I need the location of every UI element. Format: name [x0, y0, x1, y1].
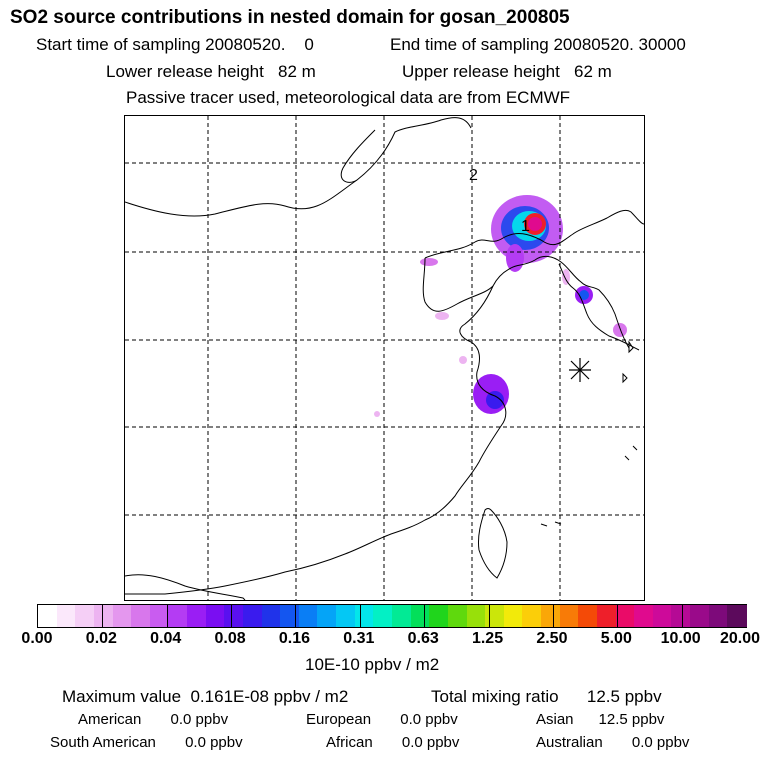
colorbar-tick-label: 2.50 — [536, 630, 568, 647]
plume-east-coast — [562, 269, 570, 285]
colorbar-segment — [131, 605, 151, 627]
colorbar-divider — [488, 605, 490, 627]
tracer-label: Passive tracer used, meteorological data… — [126, 88, 571, 107]
plume-small-b — [374, 411, 380, 417]
colorbar-divider — [617, 605, 619, 627]
colorbar-divider — [359, 605, 361, 627]
colorbar-segment — [261, 605, 281, 627]
colorbar-segment — [205, 605, 225, 627]
colorbar-segment — [242, 605, 263, 627]
colorbar-segment — [280, 605, 300, 627]
colorbar-tick-label: 0.02 — [85, 630, 117, 647]
colorbar-segment — [652, 605, 673, 627]
colorbar-segment — [615, 605, 635, 627]
european-label: European 0.0 ppbv — [306, 711, 458, 728]
colorbar-segment — [112, 605, 132, 627]
plume-korea-south — [613, 323, 627, 337]
plume-west — [420, 258, 438, 266]
start-time-label: Start time of sampling 20080520. 0 — [36, 35, 314, 54]
map-panel: 1 2 — [124, 115, 645, 601]
colorbar-segment — [75, 605, 95, 627]
african-label: African 0.0 ppbv — [326, 734, 460, 751]
colorbar-tick-label: 0.00 — [21, 630, 53, 647]
colorbar — [37, 604, 747, 628]
colorbar-segment — [671, 605, 691, 627]
colorbar-divider — [102, 605, 104, 627]
receptor-star-icon — [569, 358, 591, 382]
map-label-2: 2 — [469, 167, 478, 184]
colorbar-segment — [596, 605, 617, 627]
end-time-label: End time of sampling 20080520. 30000 — [390, 35, 686, 54]
colorbar-segment — [373, 605, 393, 627]
plume-north-peak — [528, 217, 542, 231]
colorbar-segment — [336, 605, 356, 627]
colorbar-tick-label: 0.08 — [214, 630, 246, 647]
lower-release-label: Lower release height 82 m — [106, 62, 316, 81]
colorbar-segment — [447, 605, 468, 627]
colorbar-segment — [354, 605, 374, 627]
colorbar-tick-label: 0.31 — [343, 630, 375, 647]
colorbar-divider — [681, 605, 683, 627]
colorbar-tick-label: 1.25 — [471, 630, 504, 647]
total-mixing-label: Total mixing ratio 12.5 ppbv — [431, 687, 662, 706]
colorbar-segment — [38, 605, 58, 627]
plume-small-a — [459, 356, 467, 364]
asian-label: Asian 12.5 ppbv — [536, 711, 665, 728]
colorbar-divider — [552, 605, 554, 627]
colorbar-segment — [559, 605, 579, 627]
colorbar-segment — [168, 605, 188, 627]
colorbar-segment — [466, 605, 486, 627]
colorbar-unit-label: 10E-10 ppbv / m2 — [305, 655, 440, 674]
colorbar-segment — [429, 605, 449, 627]
colorbar-segment — [149, 605, 169, 627]
colorbar-divider — [295, 605, 297, 627]
colorbar-tick-label: 10.00 — [660, 630, 701, 647]
colorbar-segment — [503, 605, 523, 627]
upper-release-label: Upper release height 62 m — [402, 62, 612, 81]
colorbar-segment — [224, 605, 244, 627]
plume-shandong — [435, 312, 449, 320]
colorbar-segment — [578, 605, 598, 627]
south-american-label: South American 0.0 ppbv — [50, 734, 243, 751]
max-value-label: Maximum value 0.161E-08 ppbv / m2 — [62, 687, 349, 706]
map-label-1: 1 — [521, 218, 530, 235]
colorbar-tick-label: 0.16 — [278, 630, 311, 647]
chart-title: SO2 source contributions in nested domai… — [10, 7, 570, 28]
american-label: American 0.0 ppbv — [78, 711, 229, 728]
colorbar-segment — [298, 605, 319, 627]
colorbar-divider — [231, 605, 233, 627]
colorbar-tick-label: 5.00 — [600, 630, 632, 647]
colorbar-tick-label: 0.63 — [407, 630, 439, 647]
plume-tail — [506, 244, 524, 272]
colorbar-segment — [93, 605, 114, 627]
colorbar-segment — [727, 605, 747, 627]
colorbar-segment — [410, 605, 430, 627]
colorbar-segment — [522, 605, 542, 627]
plume-shanghai-inner — [486, 391, 504, 409]
plume-layer — [374, 195, 627, 417]
colorbar-segment — [392, 605, 412, 627]
map-svg: 1 2 — [125, 116, 644, 600]
plume-korea-inner — [579, 290, 589, 300]
colorbar-segment — [485, 605, 505, 627]
colorbar-segment — [56, 605, 76, 627]
colorbar-segment — [708, 605, 728, 627]
coastline-layer — [125, 117, 644, 600]
colorbar-segment — [690, 605, 710, 627]
colorbar-segment — [634, 605, 654, 627]
grid-layer — [125, 116, 644, 600]
colorbar-tick-label: 20.00 — [719, 630, 761, 647]
colorbar-segment — [317, 605, 337, 627]
colorbar-tick-label: 0.04 — [150, 630, 182, 647]
colorbar-divider — [424, 605, 426, 627]
colorbar-divider — [166, 605, 168, 627]
australian-label: Australian 0.0 ppbv — [536, 734, 690, 751]
colorbar-segment — [541, 605, 561, 627]
colorbar-segment — [187, 605, 207, 627]
